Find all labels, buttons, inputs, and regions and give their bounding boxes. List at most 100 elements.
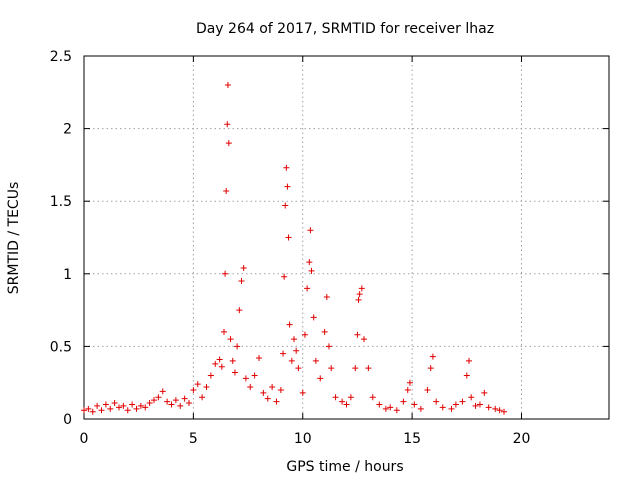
data-point (501, 408, 507, 415)
data-point (159, 388, 166, 395)
data-point (280, 350, 287, 357)
data-point (288, 357, 295, 364)
data-point (496, 407, 503, 414)
data-point (361, 336, 367, 343)
data-point (448, 405, 455, 412)
plot-frame (83, 55, 610, 420)
data-point (94, 402, 101, 409)
data-point (293, 347, 300, 354)
y-tick-label: 2.5 (50, 49, 72, 65)
data-point (283, 164, 290, 171)
data-point (177, 402, 184, 409)
data-point (433, 398, 440, 405)
data-point (89, 408, 96, 415)
data-point (317, 375, 324, 382)
data-series (81, 82, 507, 415)
data-point (481, 389, 488, 396)
data-point (137, 402, 144, 409)
data-point (164, 398, 171, 405)
x-axis-label: GPS time / hours (286, 459, 403, 475)
data-point (264, 395, 271, 402)
data-point (328, 365, 335, 372)
data-point (218, 363, 225, 370)
data-point (181, 395, 188, 402)
data-point (260, 389, 267, 396)
data-point (354, 331, 361, 338)
data-point (339, 398, 346, 405)
data-point (323, 294, 330, 301)
data-point (231, 369, 238, 376)
data-point (286, 321, 293, 328)
data-point (190, 386, 197, 393)
data-point (277, 386, 284, 393)
x-tick-label: 20 (513, 431, 531, 447)
data-point (472, 402, 479, 409)
data-point (492, 405, 499, 412)
data-point (452, 401, 459, 408)
data-point (310, 314, 317, 321)
data-point (107, 405, 114, 412)
data-point (234, 343, 241, 350)
data-point (463, 372, 470, 379)
data-point (236, 307, 243, 314)
data-point (120, 402, 127, 409)
data-point (111, 400, 118, 407)
data-point (225, 140, 232, 147)
data-point (393, 407, 400, 414)
data-point (439, 404, 446, 411)
y-axis-label: SRMTID / TECUs (6, 182, 22, 295)
data-point (459, 398, 466, 405)
data-point (269, 384, 276, 391)
grid (84, 56, 609, 419)
data-point (129, 401, 136, 408)
data-point (343, 401, 350, 408)
axis-ticks: 0 5 10 15 20 0 0.5 1 1.5 2 2.5 (50, 49, 609, 447)
data-point (332, 394, 339, 401)
data-point (199, 394, 206, 401)
data-point (229, 357, 236, 364)
data-point (240, 264, 247, 271)
data-point (142, 404, 149, 411)
data-point (406, 379, 413, 386)
data-point (369, 394, 376, 401)
x-tick-label: 5 (189, 431, 198, 447)
data-point (304, 285, 311, 292)
y-tick-label: 0 (63, 412, 72, 428)
data-point (247, 384, 254, 391)
data-point (146, 400, 153, 407)
data-point (387, 404, 394, 411)
data-point (282, 202, 289, 209)
data-point (81, 407, 87, 414)
data-point (281, 273, 288, 280)
data-point (358, 285, 365, 292)
data-point (284, 183, 291, 190)
y-tick-label: 1.5 (50, 194, 72, 210)
data-point (124, 407, 131, 414)
data-point (299, 389, 306, 396)
data-point (308, 267, 315, 274)
data-point (306, 259, 313, 266)
data-point (476, 401, 483, 408)
data-point (376, 401, 383, 408)
data-point (221, 328, 227, 335)
data-point (466, 357, 472, 364)
data-point (227, 336, 234, 343)
data-point (102, 401, 109, 408)
x-tick-label: 0 (80, 431, 89, 447)
data-point (411, 401, 418, 408)
data-point (352, 365, 359, 372)
data-point (468, 394, 475, 401)
data-point (404, 386, 411, 393)
data-point (365, 365, 372, 372)
data-point (238, 278, 245, 285)
data-point (355, 296, 362, 303)
data-point (207, 372, 214, 379)
data-point (382, 405, 389, 412)
data-point (251, 372, 258, 379)
data-point (155, 394, 162, 401)
data-point (417, 405, 424, 412)
y-tick-label: 0.5 (50, 339, 72, 355)
data-point (321, 328, 328, 335)
data-point (186, 400, 192, 407)
data-point (312, 357, 319, 364)
